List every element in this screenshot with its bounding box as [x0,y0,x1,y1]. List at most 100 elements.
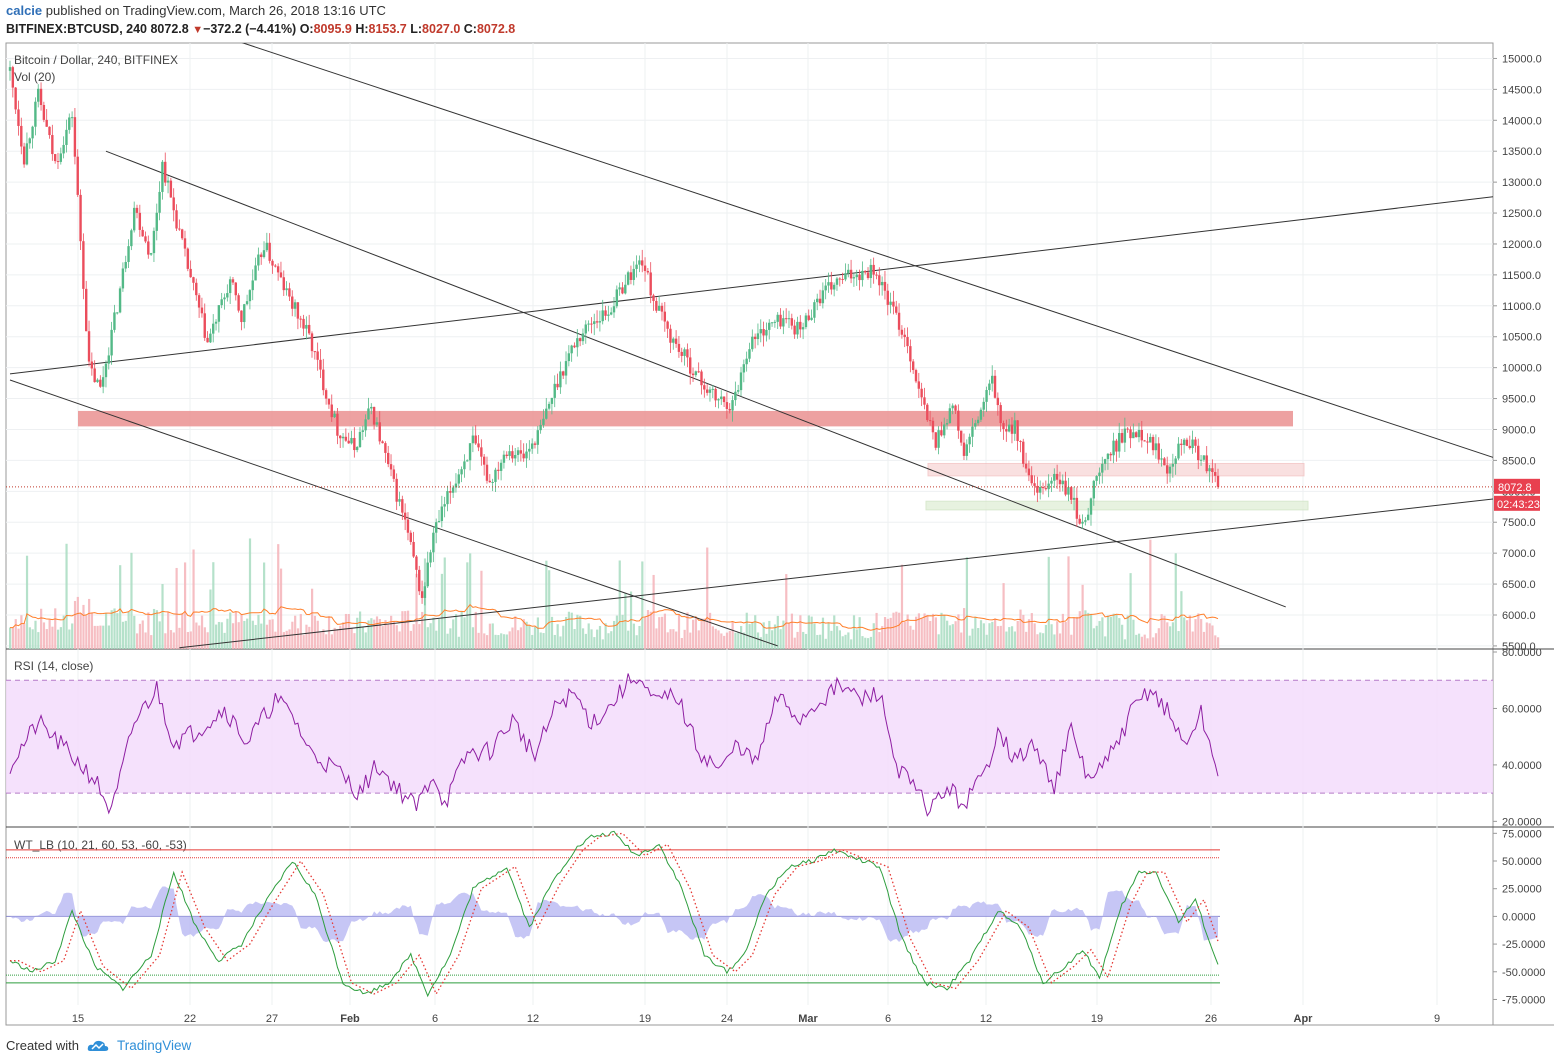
candle-body [130,230,133,247]
volume-bar [567,611,571,649]
volume-bar [855,629,858,649]
volume-bar [167,612,170,649]
volume-bar [17,628,20,649]
candle-body [1211,468,1214,472]
candle-body [169,180,173,198]
volume-bar [1013,631,1016,649]
candle-body [889,301,892,305]
candle-body [1182,439,1186,446]
volume-bar [573,629,576,649]
candle-body [51,135,54,155]
volume-bar [533,626,537,649]
candle-body [147,241,150,255]
candle-body [485,464,489,481]
candle-body [598,321,602,323]
volume-bar [11,627,15,649]
volume-bar [635,635,638,649]
volume-bar [1163,615,1166,649]
volume-bar [1084,610,1087,649]
tradingview-brand-link[interactable]: TradingView [116,1038,192,1053]
volume-bar [683,629,686,649]
candle-body [940,430,943,436]
volume-bar [25,555,29,649]
volume-bar [356,617,359,649]
volume-bar [867,638,870,649]
candle-body [48,126,51,136]
candle-body [420,591,424,598]
volume-bar [655,628,658,649]
volume-bar [186,632,190,649]
volume-bar [951,624,954,649]
volume-bar [776,615,779,649]
wt-tick-label: 50.0000 [1502,856,1542,868]
candle-body [434,522,438,533]
volume-bar [1061,613,1064,649]
volume-bar [601,639,604,649]
candle-body [186,248,190,269]
candle-body [745,358,748,365]
volume-bar [497,635,500,649]
candle-body [231,279,235,283]
volume-bar [181,613,184,649]
candle-body [694,371,698,376]
volume-bar [62,615,65,649]
trendline [9,196,1493,375]
author-name[interactable]: calcie [6,3,43,18]
volume-bar [531,634,534,649]
candle-body [22,146,26,165]
volume-bar [248,538,252,649]
volume-bar [861,636,864,649]
volume-bar [799,615,802,649]
candle-body [1027,468,1031,476]
price-tick-label: 12000.0 [1502,239,1542,251]
candle-body [1081,521,1084,524]
volume-bar [155,610,158,649]
volume-bar [1217,637,1220,649]
candle-body [878,275,881,286]
volume-bar [810,616,813,649]
volume-bar [169,630,173,649]
volume-bar [426,627,429,649]
time-tick-label: 26 [1205,1013,1217,1025]
volume-bar [706,547,709,649]
volume-bar [1036,634,1039,649]
candle-body [686,349,689,358]
volume-bar [1194,619,1197,649]
volume-bar [1180,591,1183,649]
candle-body [310,333,314,352]
volume-bar [1002,583,1005,649]
volume-bar [378,619,381,649]
volume-bar [596,629,599,649]
countdown-label: 02:43:23 [1497,499,1540,511]
candle-body [559,371,562,388]
candle-body [474,435,477,444]
candle-body [364,419,367,431]
volume-bar [632,623,635,649]
volume-bar [692,619,695,649]
candle-body [245,301,249,305]
volume-bar [906,614,909,649]
candle-body [1123,428,1127,443]
candle-body [1185,439,1189,446]
candle-body [1067,487,1070,495]
candle-body [1092,480,1096,499]
volume-bar [113,608,116,649]
volume-bar [858,617,861,649]
candle-body [756,333,760,340]
candle-body [759,329,762,334]
candle-body [1149,436,1152,443]
candle-body [152,230,156,254]
candle-body [104,363,108,378]
candle-body [1180,443,1183,446]
volume-bar [79,613,82,649]
volume-bar [373,619,376,649]
candle-body [11,67,15,88]
candle-body [333,413,336,418]
price-tick-label: 12500.0 [1502,208,1542,220]
volume-bar [663,613,667,649]
volume-bar [1160,614,1163,649]
support-zone [925,500,1309,511]
volume-bar [240,614,243,649]
candle-body [251,280,254,291]
